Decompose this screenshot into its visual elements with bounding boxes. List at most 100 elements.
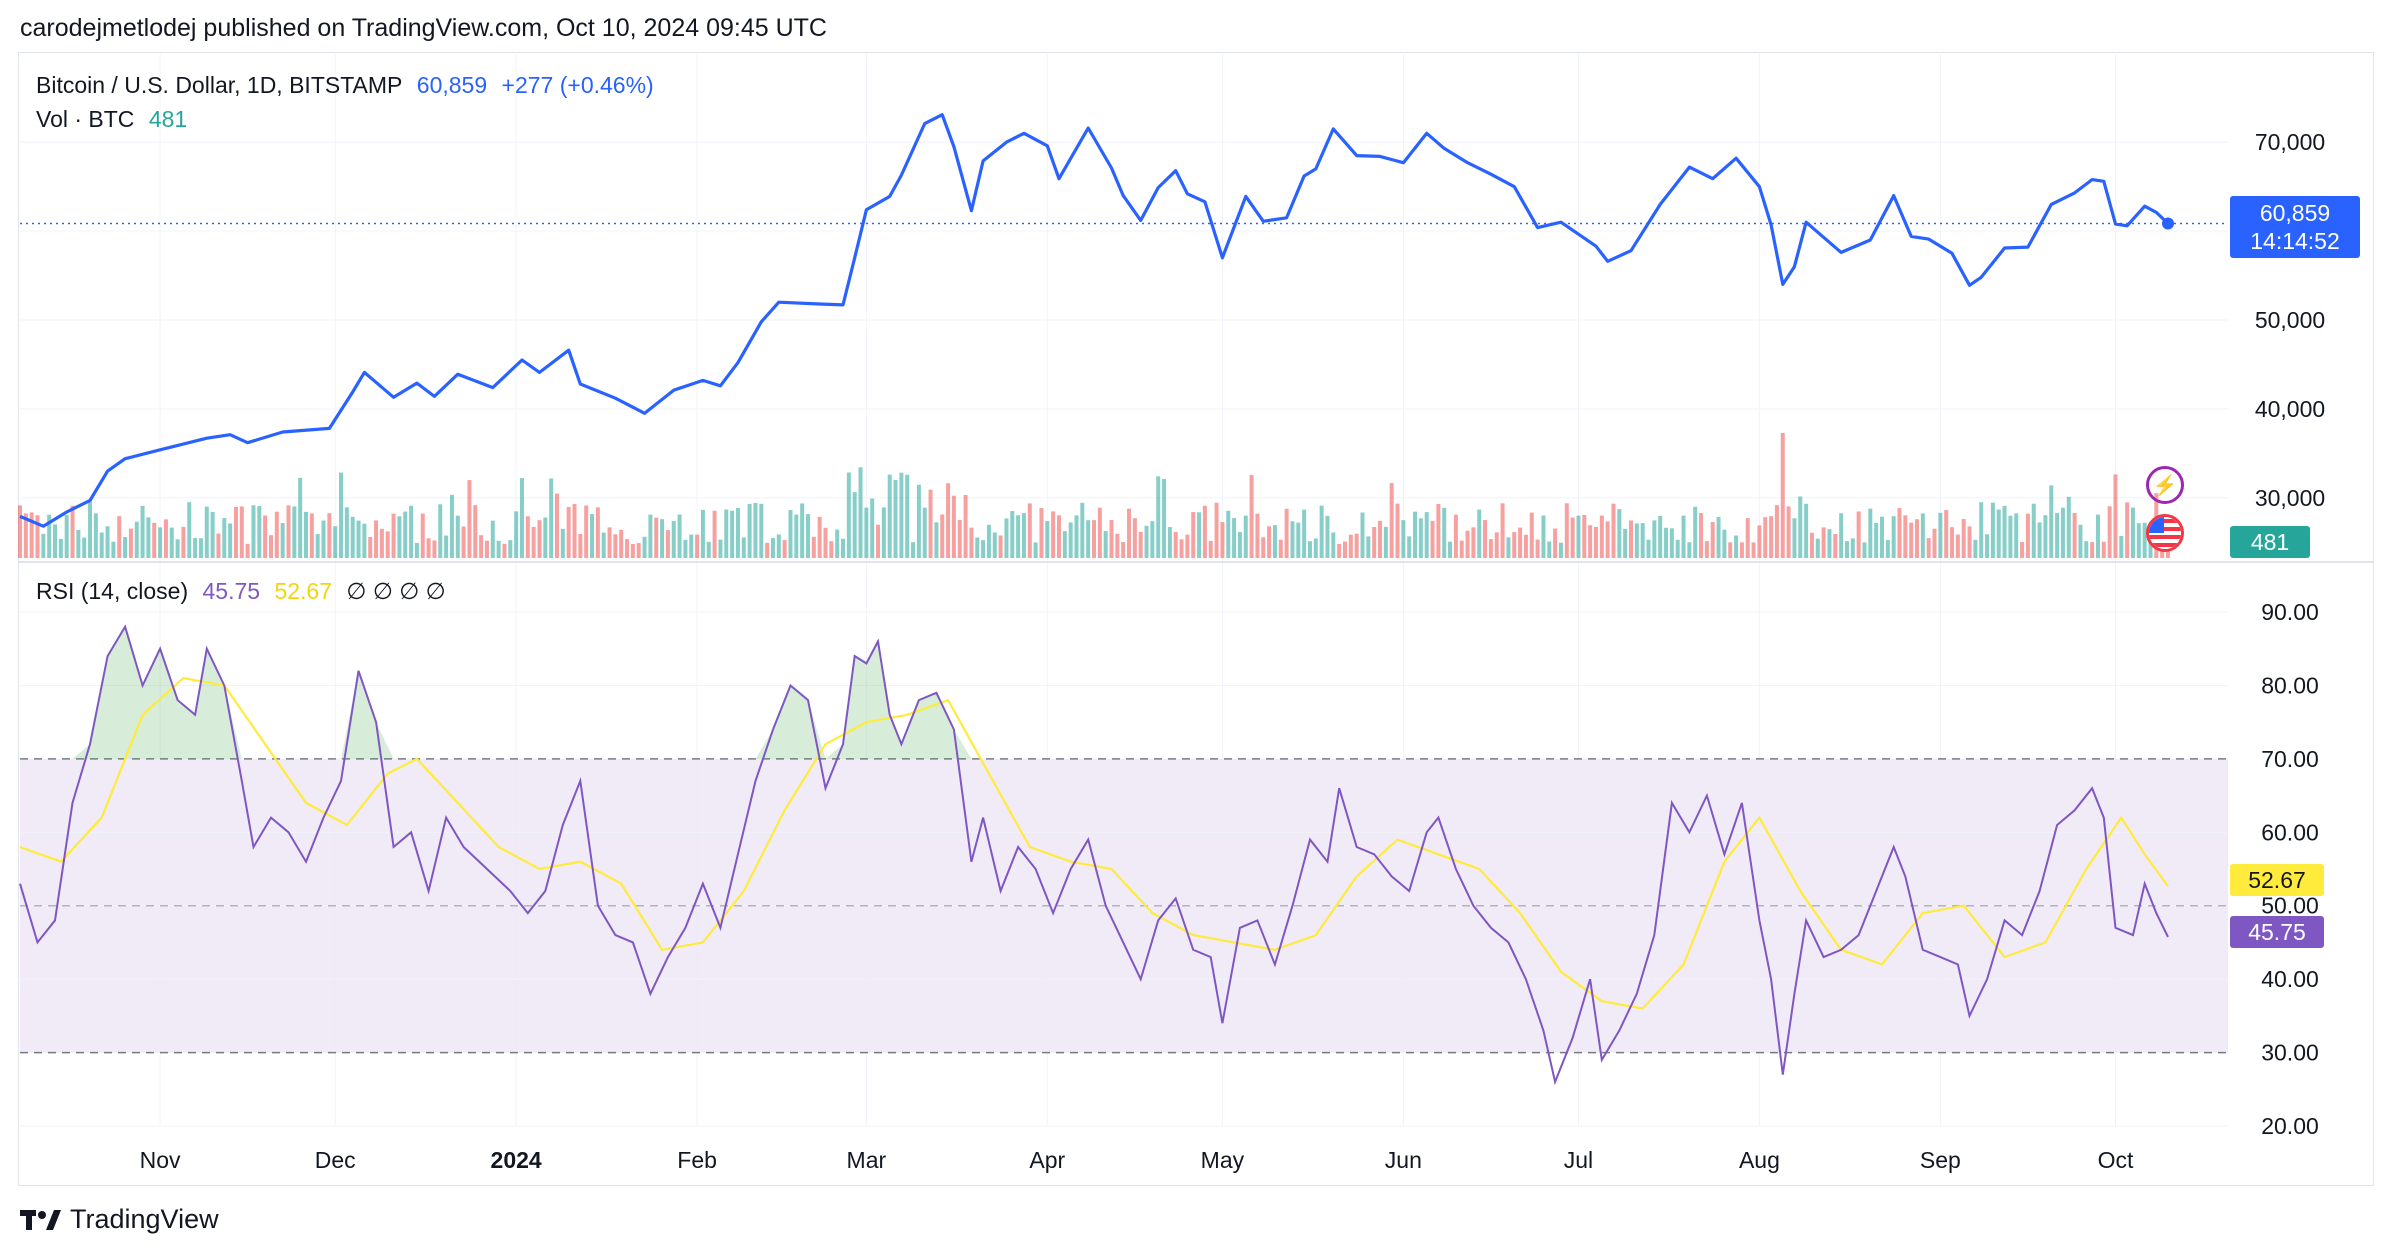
volume-bar [2014,513,2019,558]
volume-bar [741,537,746,558]
volume-bar [455,515,460,558]
volume-bar [1448,541,1453,558]
volume-bar [1675,539,1680,558]
volume-bar [1821,527,1826,558]
volume-bar [940,514,945,558]
volume-bar [1879,516,1884,558]
volume-bar [1465,530,1470,558]
volume-bar [1027,503,1032,558]
rsi-tick-label: 50.00 [2261,893,2319,919]
volume-bar [438,504,443,558]
rsi-value: 45.75 [202,578,261,604]
volume-bar [204,506,209,558]
volume-bar [146,517,151,558]
last-price-axis-value: 60,859 [2259,200,2331,226]
rsi-tick-label: 40.00 [2261,966,2319,992]
volume-bar [350,516,355,558]
volume-bar [484,540,489,558]
price-legend[interactable]: Bitcoin / U.S. Dollar, 1D, BITSTAMP 60,8… [36,72,662,99]
volume-bar [1500,503,1505,558]
rsi-tick-label: 20.00 [2261,1113,2319,1139]
volume-bar [1856,511,1861,558]
volume-bar [683,539,688,558]
volume-bar [1226,510,1231,558]
volume-bar [1699,513,1704,558]
volume-bar [1891,516,1896,558]
volume-bar [1080,502,1085,558]
x-tick-label: Aug [1739,1147,1780,1173]
volume-bar [414,542,419,558]
volume-bar [29,512,34,558]
volume-bar [1652,520,1657,558]
volume-bar [1354,533,1359,558]
publisher-caption: carodejmetlodej published on TradingView… [20,14,827,42]
volume-bar [1016,515,1021,558]
volume-bar [1780,433,1785,558]
volume-bar [1955,534,1960,558]
volume-bar [2031,503,2036,558]
volume-bar [1920,513,1925,558]
volume-bar [1763,517,1768,558]
volume-bar [1004,518,1009,558]
volume-bar [572,503,577,558]
price-tick-label: 30,000 [2255,485,2325,511]
volume-legend[interactable]: Vol · BTC 481 [36,106,195,133]
volume-bar [374,520,379,558]
volume-bar [1010,511,1015,558]
volume-bar [1751,542,1756,558]
volume-bar [2095,514,2100,558]
rsi-tick-label: 70.00 [2261,746,2319,772]
volume-bar [409,505,414,558]
volume-bar [1097,507,1102,558]
x-tick-label: Feb [677,1147,717,1173]
volume-bar [2113,474,2118,558]
volume-bar [648,514,653,558]
us-flag-icon[interactable] [2146,514,2184,552]
volume-bar [1413,511,1418,558]
volume-bar [53,524,58,558]
volume-bar [111,541,116,558]
volume-bar [1704,541,1709,558]
volume-bar [1121,542,1126,558]
volume-bar [601,532,606,558]
volume-bar [292,506,297,558]
volume-bar [700,509,705,558]
volume-bar [911,542,916,558]
volume-bar [1996,509,2001,558]
volume-bar [1483,519,1488,558]
price-tick-label: 70,000 [2255,129,2325,155]
tradingview-logo[interactable]: TradingView [20,1204,219,1235]
volume-bar [1909,522,1914,558]
lightning-icon[interactable]: ⚡ [2146,466,2184,504]
volume-bar [566,506,571,558]
volume-bar [864,507,869,558]
volume-bar [344,507,349,558]
volume-bar [426,538,431,558]
volume-bar [1068,522,1073,558]
volume-bar [654,517,659,558]
volume-bar [969,527,974,558]
volume-bar [665,530,670,558]
volume-bar [1792,518,1797,558]
chart-frame[interactable] [18,52,2374,1186]
volume-bar [309,513,314,558]
volume-bar [578,533,583,558]
volume-bar [461,526,466,558]
volume-bar [508,540,513,558]
volume-bar [689,534,694,558]
volume-bar [2125,502,2130,558]
volume-bar [1570,517,1575,558]
volume-bar [1378,520,1383,558]
volume-bar [175,539,180,558]
volume-bar [23,513,28,558]
volume-title: Vol · BTC [36,106,135,132]
volume-bar [765,542,770,558]
volume-bar [1132,518,1137,558]
volume-bar [1220,522,1225,558]
volume-bar [613,534,618,558]
rsi-legend[interactable]: RSI (14, close) 45.75 52.67 ∅ ∅ ∅ ∅ [36,578,454,605]
volume-bar [321,520,326,558]
volume-bar [47,514,52,558]
volume-bar [829,541,834,558]
